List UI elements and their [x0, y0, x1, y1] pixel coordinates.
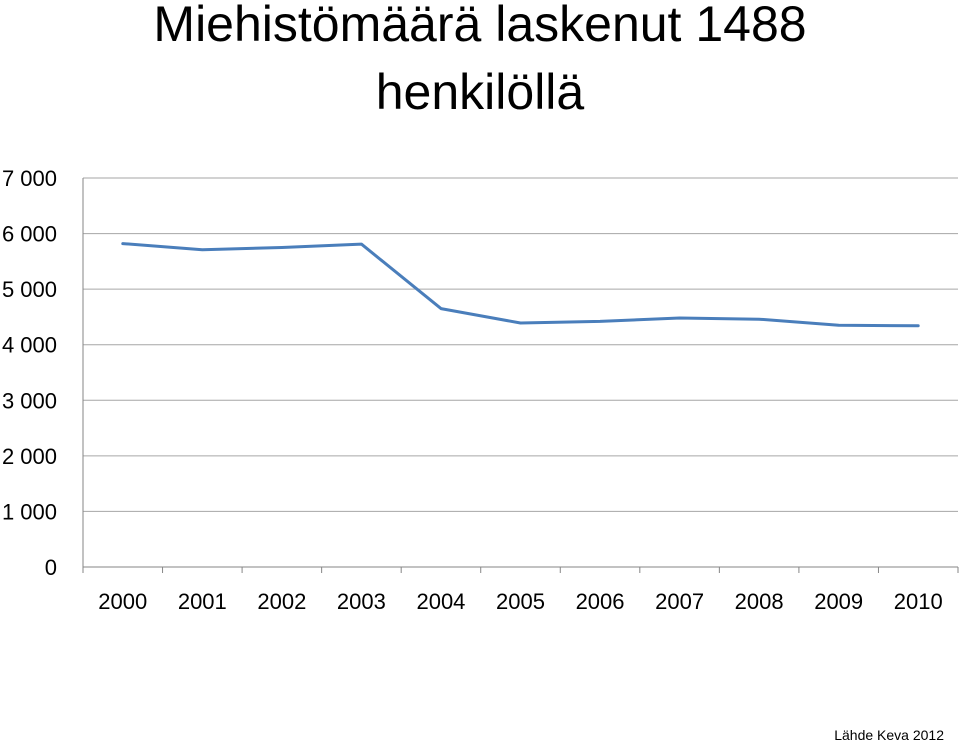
x-axis-tick-labels: 2000 2001 2002 2003 2004 2005 2006 2007 2008 2009…: [98, 589, 942, 614]
grid-lines: [83, 177, 958, 512]
x-tick-label: 2001: [178, 589, 227, 614]
chart-title: Miehistömäärä laskenut 1488 henkilöllä: [0, 0, 960, 126]
x-tick-label: 2010: [894, 589, 943, 614]
x-tick-label: 2009: [814, 589, 863, 614]
y-tick-label: 4 000: [2, 333, 57, 358]
y-tick-label: 1 000: [2, 499, 57, 524]
y-axis-tick-labels: 0 1 000 2 000 3 000 4 000 5 000 6 000 7 000: [2, 166, 57, 580]
x-tick-label: 2000: [98, 589, 147, 614]
x-tick-label: 2003: [337, 589, 386, 614]
y-tick-label: 0: [45, 555, 57, 580]
x-tick-label: 2004: [416, 589, 465, 614]
x-tick-label: 2007: [655, 589, 704, 614]
x-tick-label: 2006: [576, 589, 625, 614]
axes: [82, 178, 959, 573]
y-tick-label: 6 000: [2, 222, 57, 247]
chart-title-line-1: Miehistömäärä laskenut 1488: [153, 0, 807, 52]
x-tick-label: 2005: [496, 589, 545, 614]
chart-title-line-2: henkilöllä: [375, 64, 585, 120]
y-tick-label: 3 000: [2, 388, 57, 413]
source-note: Lähde Keva 2012: [834, 727, 944, 743]
series-group: [121, 242, 920, 328]
x-tick-label: 2008: [735, 589, 784, 614]
y-tick-label: 5 000: [2, 277, 57, 302]
y-tick-label: 2 000: [2, 444, 57, 469]
x-tick-label: 2002: [257, 589, 306, 614]
series-line: [121, 242, 920, 328]
y-tick-label: 7 000: [2, 166, 57, 191]
